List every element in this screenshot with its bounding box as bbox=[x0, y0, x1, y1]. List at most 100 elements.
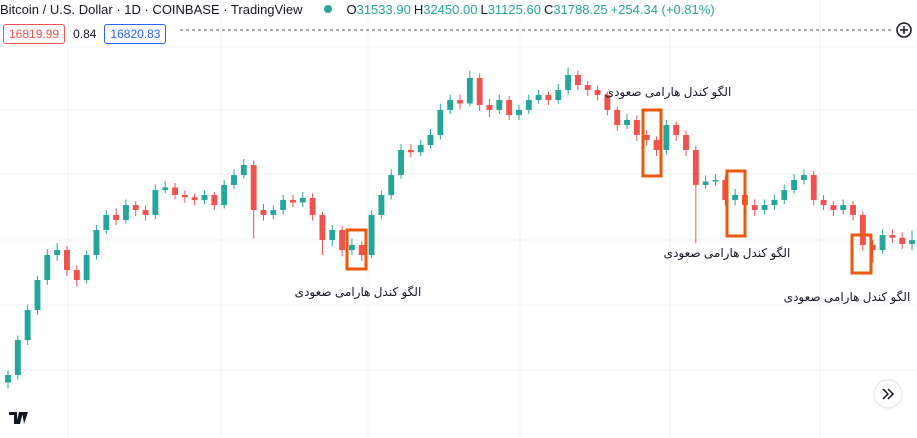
candle-body bbox=[73, 270, 80, 281]
candle-body bbox=[624, 120, 630, 125]
annotation: الگو کندل هارامی صعودی bbox=[664, 246, 791, 261]
candle-body bbox=[496, 100, 503, 110]
candle-body bbox=[240, 165, 247, 176]
candle-body bbox=[339, 229, 346, 251]
candle-body bbox=[781, 190, 788, 200]
candle-body bbox=[594, 90, 601, 95]
candle-body bbox=[319, 214, 326, 240]
candle-body bbox=[516, 109, 522, 116]
ohlc-value: 31533.90 bbox=[356, 1, 411, 17]
scroll-button[interactable] bbox=[873, 379, 903, 409]
candle-body bbox=[358, 244, 365, 255]
candle-body bbox=[417, 145, 424, 153]
candle-body bbox=[34, 280, 41, 311]
candle-body bbox=[692, 150, 699, 185]
candle-body bbox=[181, 195, 188, 198]
candle-body bbox=[574, 75, 581, 86]
status-dot bbox=[324, 5, 333, 13]
candle-body bbox=[201, 195, 208, 200]
logo bbox=[4, 403, 34, 433]
sell-price[interactable]: 16819.99 bbox=[3, 24, 66, 44]
ohlc-label: H bbox=[413, 1, 424, 17]
candle-body bbox=[122, 205, 129, 221]
candle-body bbox=[771, 199, 778, 206]
candle-body bbox=[545, 94, 552, 101]
candle-body bbox=[329, 229, 336, 240]
ohlc-value: 31788.25 bbox=[553, 1, 608, 17]
candle-body bbox=[614, 109, 621, 125]
candle-body bbox=[250, 165, 257, 210]
candle-body bbox=[54, 250, 61, 255]
candle-body bbox=[584, 85, 591, 90]
symbol-title: Bitcoin / U.S. Dollar · 1D · COINBASE · … bbox=[0, 1, 303, 17]
change: +254.34 (+0.81%) bbox=[610, 1, 715, 17]
candle-body bbox=[476, 78, 483, 105]
candle-body bbox=[388, 175, 395, 195]
candle-body bbox=[820, 199, 827, 206]
candle-body bbox=[172, 187, 178, 195]
candle-body bbox=[633, 120, 640, 135]
ohlc-value: 31125.60 bbox=[487, 1, 541, 17]
ohlc-label: L bbox=[480, 1, 488, 17]
candle-body bbox=[93, 229, 100, 255]
candle-body bbox=[64, 250, 70, 270]
candle-body bbox=[555, 90, 562, 101]
candle-body bbox=[407, 150, 414, 153]
candle-body bbox=[840, 205, 847, 210]
buy-price[interactable]: 16820.83 bbox=[104, 24, 167, 44]
candle-body bbox=[152, 190, 159, 215]
candle-body bbox=[191, 197, 198, 200]
trade-boxes: 16819.99 0.84 16820.83 bbox=[3, 24, 167, 44]
candle-body bbox=[535, 94, 542, 101]
candle-body bbox=[604, 94, 611, 110]
candle-body bbox=[447, 100, 454, 110]
add-button[interactable] bbox=[896, 22, 912, 38]
annotation: الگو کندل هارامی صعودی bbox=[605, 85, 732, 100]
candle-body bbox=[132, 205, 139, 210]
candle-body bbox=[211, 195, 218, 206]
candle-body bbox=[830, 205, 837, 210]
candle-body bbox=[889, 235, 896, 238]
candle-body bbox=[280, 199, 287, 210]
candle-body bbox=[142, 210, 149, 215]
candle-body bbox=[525, 100, 532, 110]
candle-body bbox=[14, 340, 21, 375]
candle-body bbox=[663, 124, 670, 150]
candle-body bbox=[800, 175, 807, 180]
ohlc-label: C bbox=[543, 1, 554, 17]
candle-body bbox=[260, 210, 267, 215]
ohlc-label: O bbox=[346, 1, 357, 17]
candle-body bbox=[44, 255, 51, 281]
candle-body bbox=[899, 237, 906, 244]
candle-body bbox=[791, 180, 798, 191]
candle-body bbox=[231, 175, 237, 185]
candle-body bbox=[879, 235, 886, 251]
candle-body bbox=[732, 195, 739, 200]
candle-body bbox=[270, 210, 277, 215]
ohlc-value: 32450.00 bbox=[423, 1, 478, 17]
candle-body bbox=[378, 195, 385, 215]
candle-body bbox=[427, 135, 434, 146]
candle-body bbox=[751, 205, 758, 210]
candle-body bbox=[643, 135, 650, 140]
candle-body bbox=[506, 100, 513, 116]
candle-body bbox=[348, 244, 355, 251]
candle-body bbox=[221, 184, 228, 206]
highlight-boxes bbox=[345, 108, 873, 275]
candle-body bbox=[466, 78, 473, 104]
candle-body bbox=[162, 187, 169, 191]
candle-body bbox=[565, 75, 572, 90]
candle-body bbox=[859, 214, 866, 245]
candle-body bbox=[712, 180, 719, 182]
header: Bitcoin / U.S. Dollar · 1D · COINBASE · … bbox=[0, 0, 718, 18]
candle-body bbox=[398, 150, 404, 176]
candle-body bbox=[486, 105, 493, 110]
candle-body bbox=[653, 139, 660, 150]
candle-body bbox=[702, 181, 709, 185]
annotation: الگو کندل هارامی صعودی bbox=[784, 290, 911, 305]
candle-body bbox=[850, 205, 856, 215]
candle-body bbox=[24, 310, 31, 341]
